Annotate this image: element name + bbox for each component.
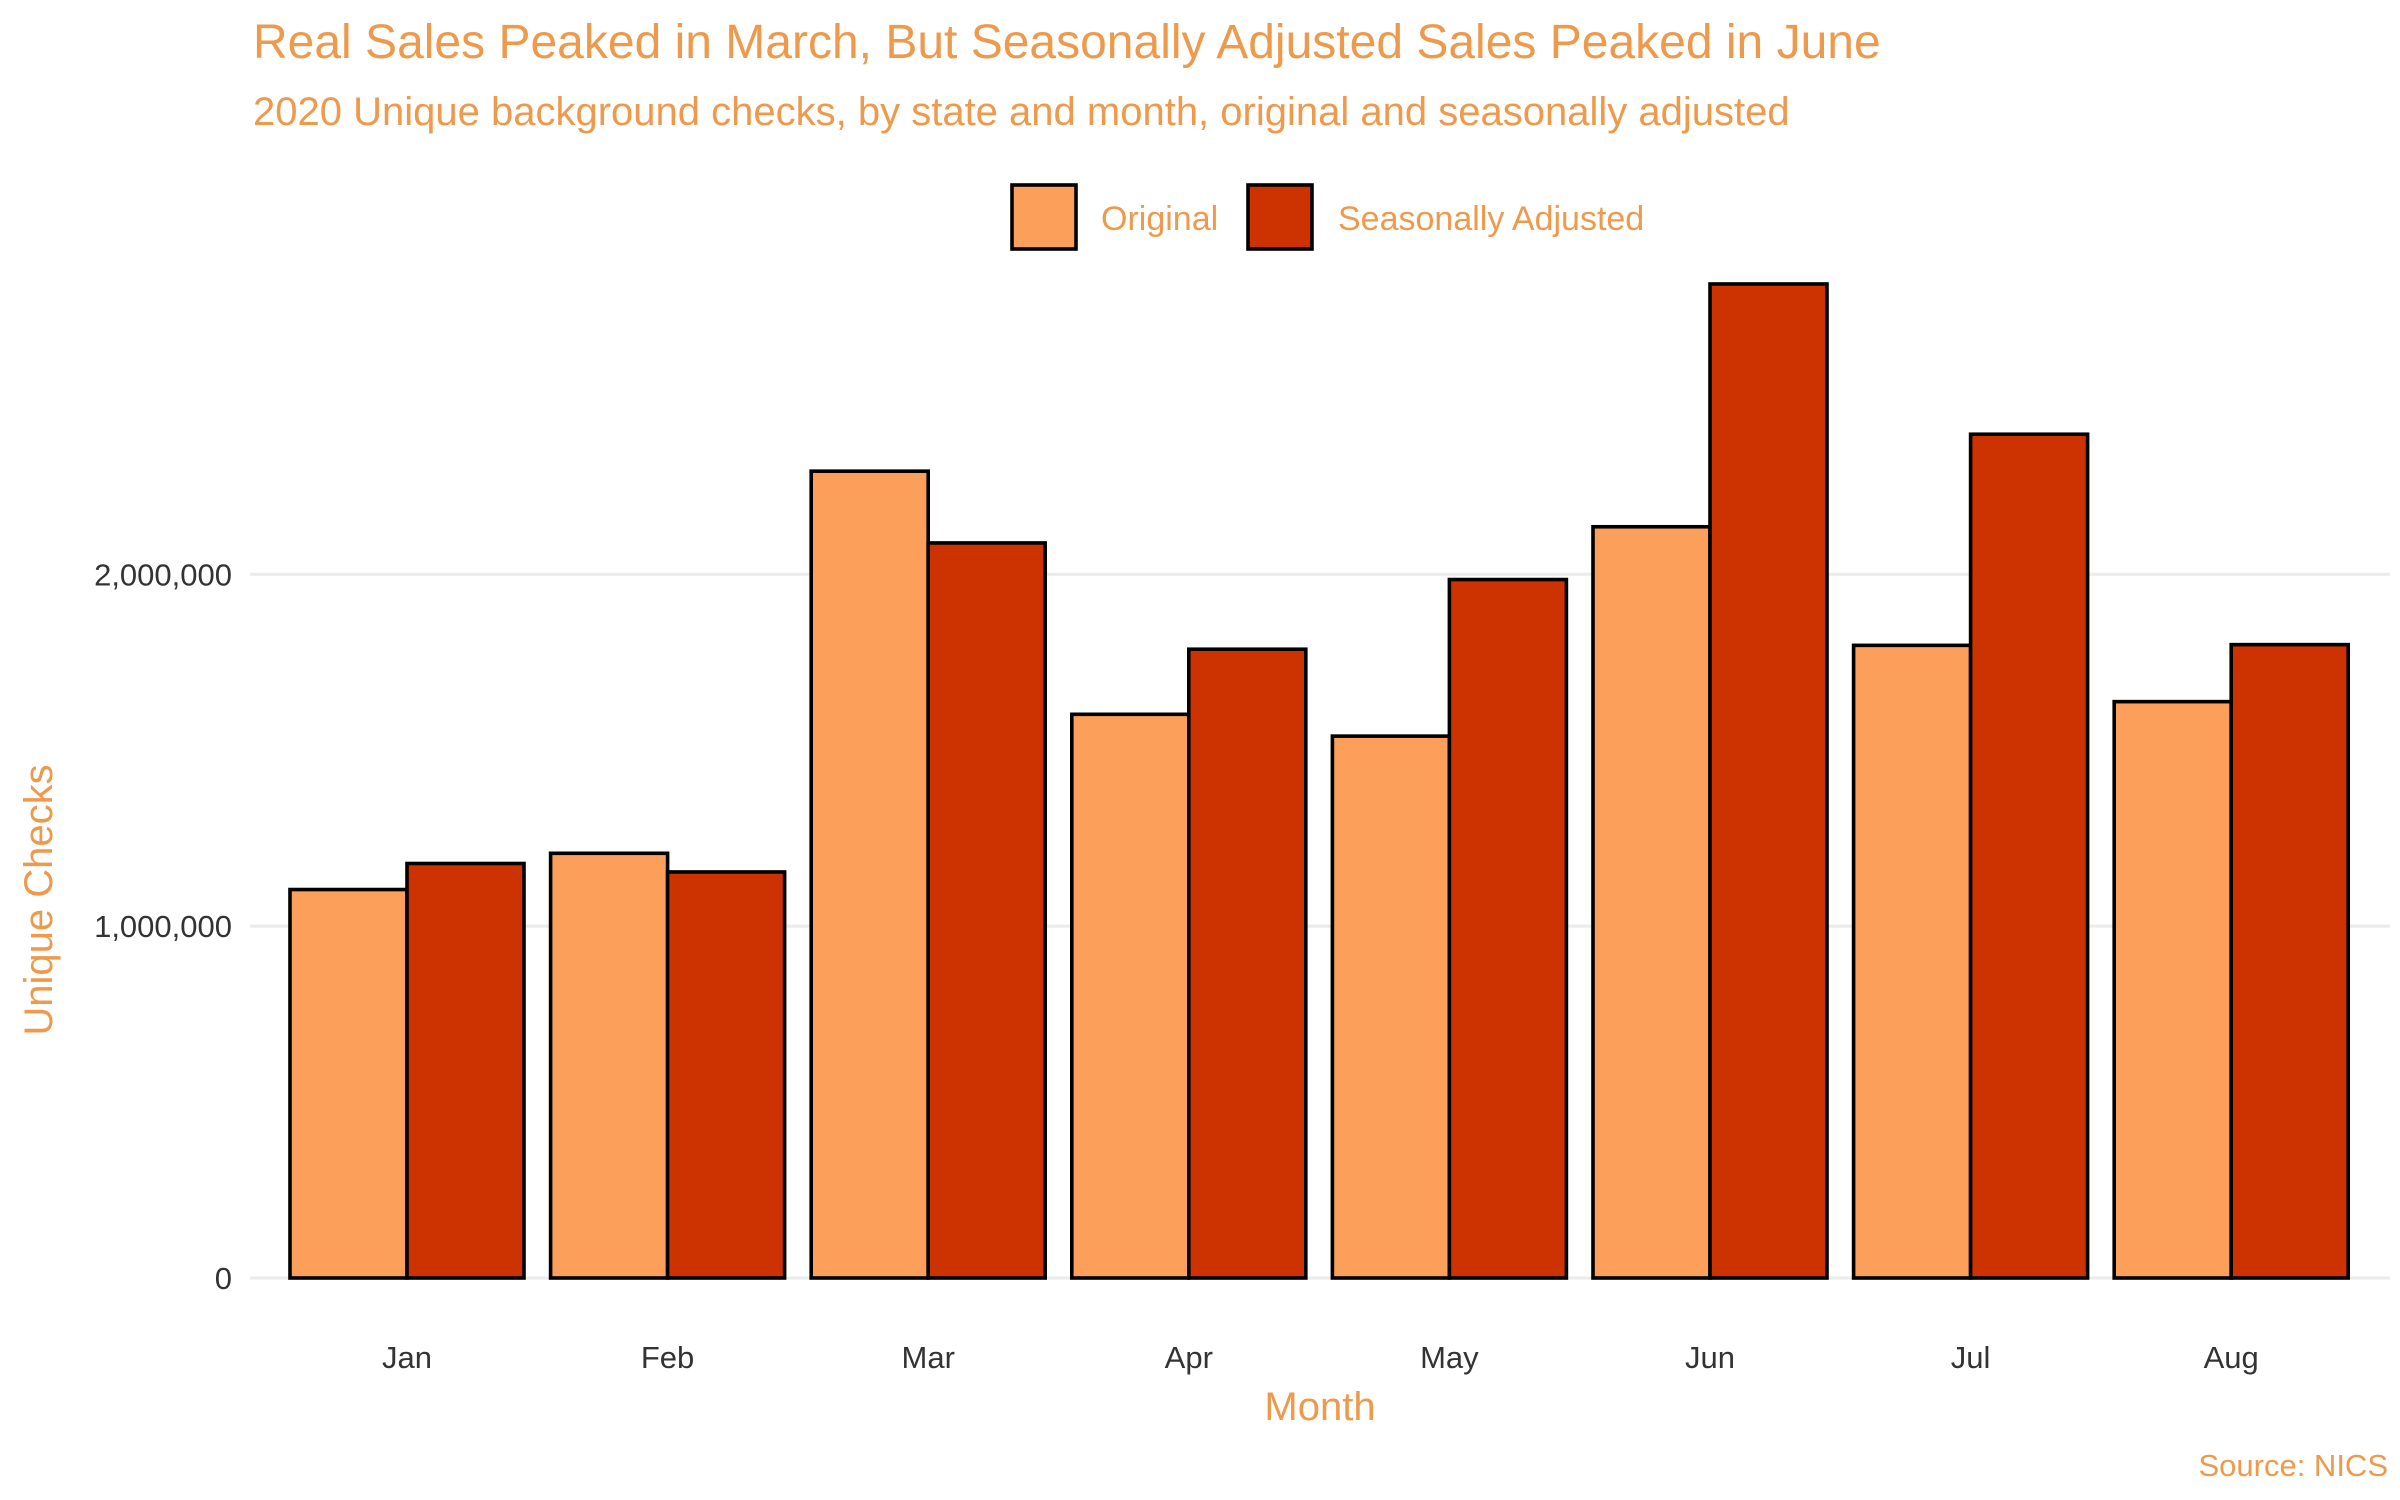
legend-label-seasonally-adjusted: Seasonally Adjusted — [1338, 200, 1644, 238]
bar-aug-original — [2112, 699, 2233, 1280]
x-tick-label: Jul — [1951, 1340, 1991, 1375]
x-tick-label: Feb — [641, 1340, 694, 1375]
x-tick-label: May — [1420, 1340, 1479, 1375]
y-axis-tick-labels: 0 1,000,000 2,000,000 — [94, 557, 232, 1296]
source-caption: Source: NICS — [2198, 1448, 2388, 1483]
bar-apr-seasonally-adjusted — [1187, 647, 1308, 1280]
bar-jun-seasonally-adjusted — [1708, 282, 1829, 1280]
x-tick-label: Jan — [382, 1340, 432, 1375]
legend-swatch-seasonally-adjusted — [1246, 183, 1314, 251]
bar-feb-seasonally-adjusted — [665, 870, 787, 1280]
bar-mar-original — [809, 469, 931, 1280]
y-axis-title: Unique Checks — [17, 764, 61, 1035]
legend-swatch-original — [1010, 183, 1078, 251]
x-tick-label: Aug — [2204, 1340, 2259, 1375]
chart-title: Real Sales Peaked in March, But Seasonal… — [253, 16, 1881, 69]
x-tick-label: Jun — [1685, 1340, 1735, 1375]
legend-label-original: Original — [1101, 200, 1218, 238]
x-axis-title: Month — [1264, 1385, 1375, 1429]
bar-mar-seasonally-adjusted — [926, 541, 1048, 1280]
legend: Original Seasonally Adjusted — [1010, 183, 1644, 251]
chart-subtitle: 2020 Unique background checks, by state … — [253, 90, 1790, 134]
bar-jul-seasonally-adjusted — [1968, 432, 2090, 1280]
bar-feb-original — [548, 851, 670, 1280]
y-tick-label: 2,000,000 — [94, 557, 232, 592]
bars — [288, 282, 2350, 1280]
bar-may-original — [1330, 734, 1452, 1280]
bar-apr-original — [1070, 712, 1191, 1280]
y-tick-label: 1,000,000 — [94, 909, 232, 944]
bar-jan-seasonally-adjusted — [405, 861, 526, 1280]
x-axis-tick-labels: Jan Feb Mar Apr May Jun Jul Aug — [382, 1340, 2259, 1375]
x-tick-label: Mar — [902, 1340, 955, 1375]
x-tick-label: Apr — [1165, 1340, 1213, 1375]
bar-jan-original — [288, 887, 409, 1280]
bar-jun-original — [1591, 524, 1712, 1280]
y-tick-label: 0 — [215, 1261, 232, 1296]
bar-aug-seasonally-adjusted — [2229, 642, 2350, 1280]
bar-may-seasonally-adjusted — [1447, 577, 1569, 1280]
bar-jul-original — [1851, 643, 1973, 1280]
